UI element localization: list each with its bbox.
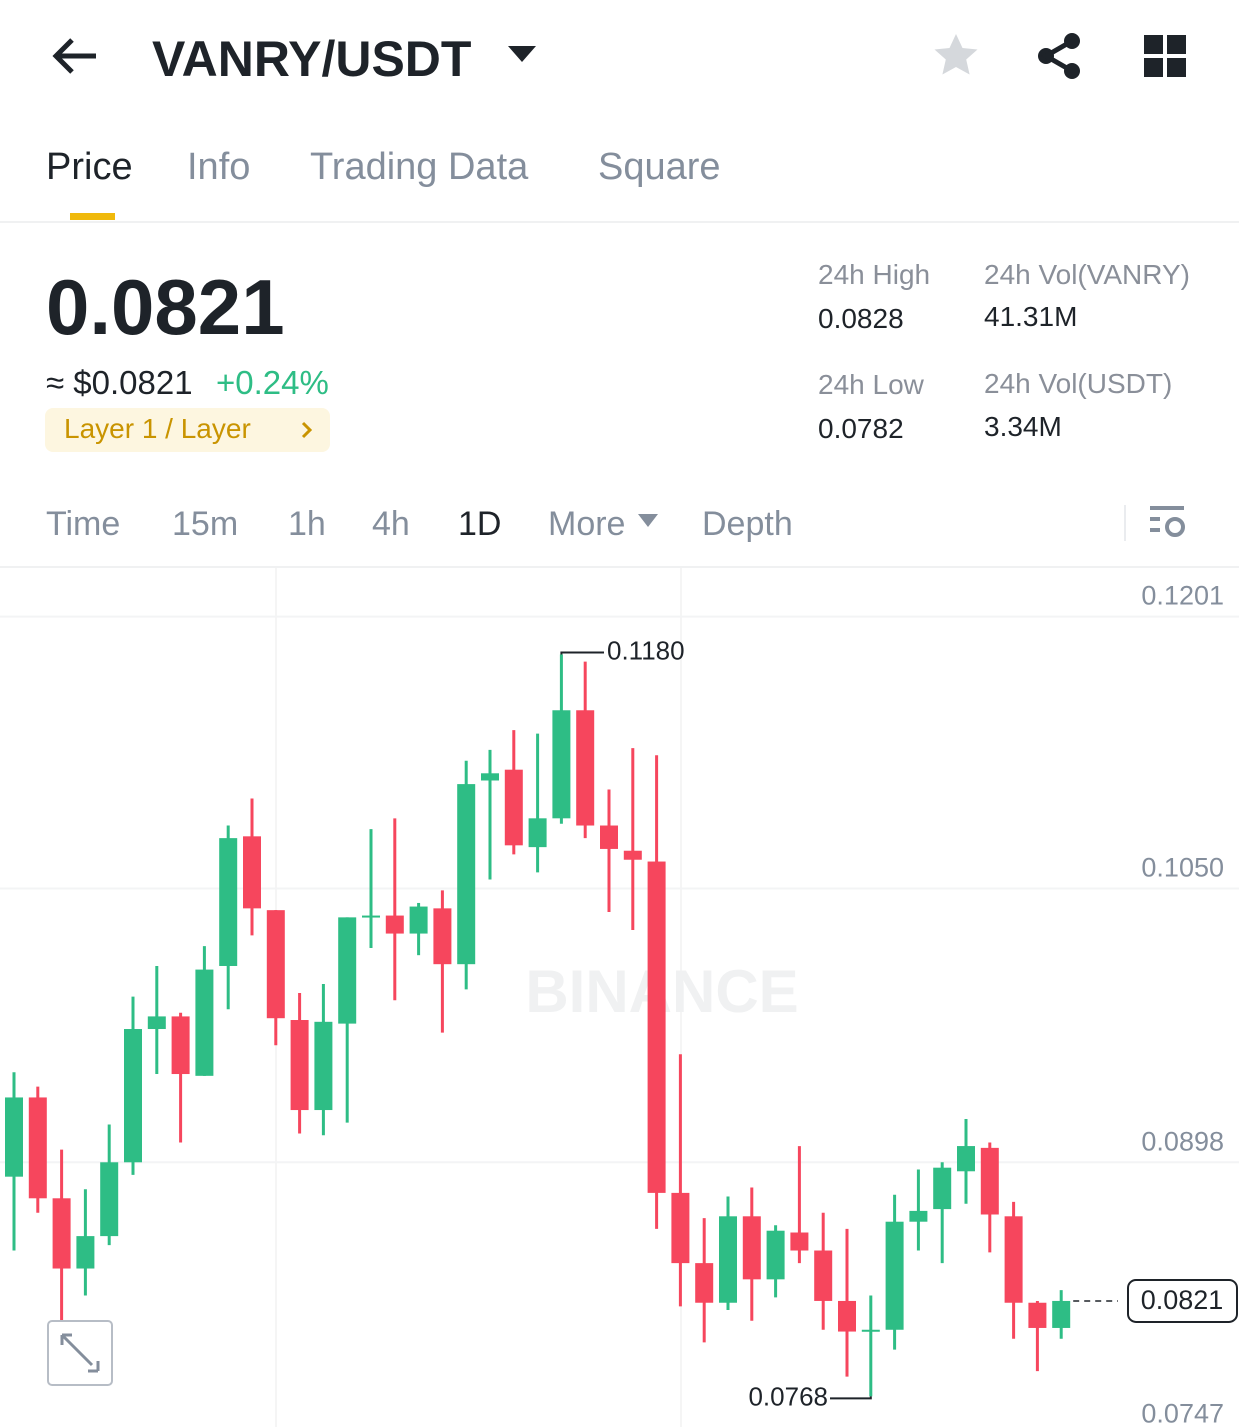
candle-body	[338, 917, 357, 1024]
favorite-star[interactable]	[932, 32, 980, 80]
back-button[interactable]	[50, 36, 100, 76]
candle-body	[647, 861, 666, 1193]
candle-body	[814, 1250, 833, 1301]
low-label: 0.0768	[748, 1381, 828, 1411]
expand-icon	[60, 1333, 100, 1373]
last-price-box	[1127, 1278, 1238, 1323]
candle-body	[362, 915, 380, 918]
tag-chevron	[301, 421, 313, 439]
candle-body	[600, 825, 618, 849]
last-price-label: 0.0821	[1141, 1285, 1224, 1315]
divider	[0, 221, 1239, 223]
candle-body	[861, 1329, 880, 1332]
interval[interactable]: 4h	[372, 505, 410, 543]
candle-body	[742, 1216, 761, 1280]
price-change: +0.24%	[216, 364, 329, 401]
y-tick-label: 0.1201	[1141, 581, 1224, 611]
candle-body	[957, 1146, 975, 1172]
candle-body	[124, 1029, 142, 1163]
candle-body	[933, 1167, 952, 1210]
interval[interactable]: 1h	[288, 505, 326, 543]
candle-body	[266, 910, 285, 1019]
last-price: 0.0821	[46, 263, 285, 351]
tab-indicator	[70, 213, 115, 220]
candle-body	[52, 1198, 71, 1269]
stat-label: 24h Low	[818, 369, 924, 400]
high-leader	[560, 651, 604, 655]
candle-body	[719, 1216, 737, 1303]
usd-price: ≈ $0.0821	[46, 364, 193, 401]
more-dropdown[interactable]	[638, 514, 658, 528]
candle-body	[195, 969, 214, 1076]
chart-settings[interactable]	[1148, 505, 1188, 541]
interval[interactable]: More	[548, 505, 626, 543]
low-leader	[830, 1396, 872, 1400]
stat-value: 3.34M	[984, 411, 1062, 442]
candle-body	[243, 836, 261, 909]
interval[interactable]: 15m	[172, 505, 239, 543]
y-tick-label: 0.0898	[1141, 1126, 1224, 1156]
separator	[1124, 505, 1126, 541]
share-button[interactable]	[1036, 32, 1084, 80]
candle-body	[290, 1020, 309, 1111]
candle-body	[314, 1021, 333, 1111]
candle-body	[671, 1192, 690, 1264]
stat-value: 0.0828	[818, 303, 904, 334]
candle-body	[457, 784, 476, 965]
divider	[0, 566, 1239, 568]
candlestick-chart: BINANCE 0.12010.10500.08980.07470.11800.…	[0, 568, 1239, 1427]
candle-body	[838, 1300, 856, 1332]
candle-body	[1028, 1302, 1047, 1328]
candle-body	[28, 1097, 47, 1199]
candle-body	[623, 850, 642, 860]
stat-value: 0.0782	[818, 413, 904, 444]
candle-body	[528, 818, 547, 848]
candle-body	[5, 1097, 23, 1177]
y-tick-label: 0.1050	[1141, 853, 1224, 883]
candle-body	[219, 838, 238, 966]
candle-body	[171, 1016, 190, 1075]
candle-body	[504, 769, 523, 846]
tag-chip[interactable]	[45, 408, 330, 452]
candle-body	[481, 773, 499, 781]
y-tick-label: 0.0747	[1141, 1398, 1224, 1427]
candle-body	[1052, 1300, 1071, 1328]
interval[interactable]: Depth	[702, 505, 793, 543]
candle-body	[100, 1162, 119, 1237]
tab[interactable]: Trading Data	[310, 146, 529, 188]
tab[interactable]: Info	[187, 146, 251, 188]
interval[interactable]: Time	[46, 505, 121, 543]
candle-body	[552, 710, 571, 819]
candle-body	[576, 710, 595, 826]
high-label: 0.1180	[607, 635, 685, 665]
stat-label: 24h High	[818, 259, 931, 290]
candle-body	[147, 1016, 166, 1030]
candle-body	[433, 908, 452, 965]
menu-grid[interactable]	[1144, 35, 1188, 79]
tag-label[interactable]: Layer 1 / Layer	[64, 413, 251, 444]
pair-title[interactable]: VANRY/USDT	[152, 31, 472, 87]
candle-body	[409, 906, 428, 934]
stat-label: 24h Vol(VANRY)	[984, 259, 1190, 290]
candle-body	[76, 1236, 95, 1269]
stat-value: 41.31M	[984, 301, 1078, 332]
tab[interactable]: Price	[46, 146, 133, 188]
candle-body	[980, 1147, 999, 1215]
candle-body	[909, 1210, 928, 1222]
candle-body	[695, 1263, 714, 1303]
candle-body	[385, 915, 404, 934]
candle-body	[790, 1232, 809, 1251]
stat-label: 24h Vol(USDT)	[984, 368, 1173, 399]
candle-body	[1004, 1216, 1023, 1303]
interval[interactable]: 1D	[458, 505, 502, 543]
candle-body	[885, 1221, 904, 1330]
pair-dropdown[interactable]	[508, 46, 536, 64]
candle-body	[766, 1230, 785, 1280]
tab[interactable]: Square	[598, 146, 721, 188]
